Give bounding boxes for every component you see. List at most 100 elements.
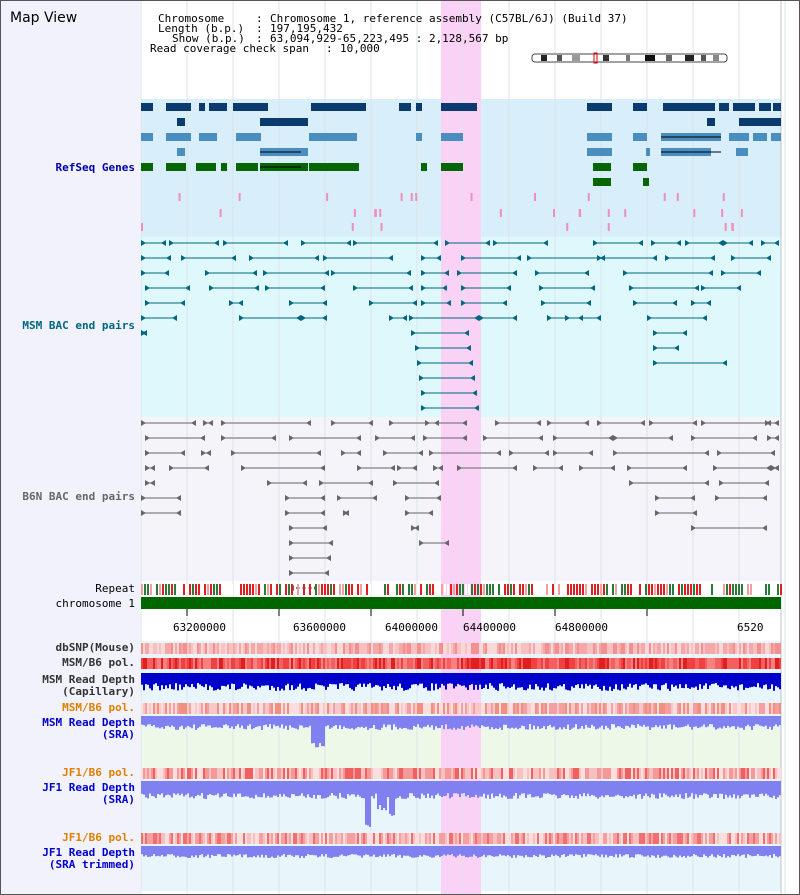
msm-depth-capillary-bar (509, 673, 511, 689)
jf1-b6-pol-trim-cell (485, 833, 487, 844)
msm-bac-end (411, 330, 416, 336)
msm-b6-pol-sra-cell (601, 703, 603, 714)
msm-depth-sra-bar (775, 716, 777, 725)
msm-depth-sra-bar (211, 716, 213, 728)
msm-depth-capillary-bar (331, 673, 333, 685)
repeat-element (156, 584, 158, 595)
dbsnp-cell (489, 643, 491, 654)
msm-bac-end (590, 285, 595, 291)
jf1-b6-pol-cell (307, 768, 309, 779)
jf1-depth-trim-bar (593, 846, 595, 856)
jf1-depth-trim-bar (179, 846, 181, 858)
msm-b6-pol-cell (331, 658, 333, 669)
msm-b6-pol-sra-cell (467, 703, 469, 714)
msm-depth-capillary-bar (247, 673, 249, 689)
jf1-depth-sra-bar (373, 781, 375, 799)
dbsnp-cell (431, 643, 433, 654)
msm-b6-pol-sra-cell (205, 703, 207, 714)
dbsnp-cell (699, 643, 701, 654)
msm-bac-end (586, 300, 591, 306)
msm-depth-capillary-bar (693, 673, 695, 688)
jf1-b6-pol-trim-cell (253, 833, 255, 844)
msm-depth-sra-bar (551, 716, 553, 728)
msm-depth-sra-bar (703, 716, 705, 725)
repeat-element (303, 584, 305, 595)
dbsnp-cell (595, 643, 597, 654)
msm-depth-sra-bar (595, 716, 597, 730)
jf1-depth-sra-bar (199, 781, 201, 796)
b6n-bac-end (423, 435, 428, 441)
msm-b6-pol-cell (187, 658, 189, 669)
jf1-depth-sra-bar (435, 781, 437, 796)
msm-depth-capillary-bar (743, 673, 745, 690)
jf1-b6-pol-trim-cell (495, 833, 497, 844)
jf1-b6-pol-trim-cell (331, 833, 333, 844)
dbsnp-cell (587, 643, 589, 654)
msm-bac-end (512, 315, 517, 321)
jf1-depth-sra-bar (269, 781, 271, 798)
jf1-depth-sra-bar (445, 781, 447, 796)
jf1-depth-trim-bar (495, 846, 497, 857)
msm-bac-end (402, 315, 407, 321)
msm-bac-end (444, 270, 449, 276)
jf1-b6-pol-cell (637, 768, 639, 779)
msm-depth-sra-bar (761, 716, 763, 727)
msm-b6-pol-cell (579, 658, 581, 669)
msm-depth-capillary-bar (325, 673, 327, 690)
msm-depth-capillary-bar (603, 673, 605, 686)
msm-depth-sra-bar (363, 716, 365, 728)
jf1-b6-pol-trim-cell (651, 833, 653, 844)
refseq-gene-exon (399, 103, 411, 111)
msm-b6-pol-sra-cell (595, 703, 597, 714)
jf1-depth-sra-bar (263, 781, 265, 794)
msm-depth-sra-bar (699, 716, 701, 728)
repeat-element (609, 584, 611, 595)
b6n-bac-end (141, 420, 146, 426)
msm-depth-sra-bar (163, 716, 165, 729)
jf1-b6-pol-trim-cell (601, 833, 603, 844)
jf1-depth-sra-bar (453, 781, 455, 794)
jf1-b6-pol-trim-cell (307, 833, 309, 844)
msm-b6-pol-cell (153, 658, 155, 669)
msm-depth-capillary-bar (147, 673, 149, 685)
b6n-bac-end (221, 435, 226, 441)
dbsnp-cell (567, 643, 569, 654)
b6n-bac-end (462, 420, 467, 426)
jf1-b6-pol-trim-cell (163, 833, 165, 844)
jf1-depth-sra-bar (683, 781, 685, 799)
msm-b6-pol-sra-cell (707, 703, 709, 714)
jf1-b6-pol-trim-cell (395, 833, 397, 844)
jf1-depth-trim-bar (715, 846, 717, 858)
jf1-b6-pol-cell (439, 768, 441, 779)
msm-b6-pol-sra-cell (635, 703, 637, 714)
dbsnp-cell (177, 643, 179, 654)
msm-b6-pol-sra-cell (559, 703, 561, 714)
msm-b6-pol-cell (647, 658, 649, 669)
repeat-element (588, 584, 590, 595)
msm-depth-sra-bar (365, 716, 367, 727)
jf1-b6-pol-trim-cell (523, 833, 525, 844)
msm-depth-sra-bar (661, 716, 663, 729)
b6n-bac-end (320, 510, 325, 516)
jf1-depth-trim-bar (663, 846, 665, 856)
msm-b6-pol-cell (729, 658, 731, 669)
dbsnp-cell (411, 643, 413, 654)
jf1-b6-pol-cell (737, 768, 739, 779)
dbsnp-cell (593, 643, 595, 654)
msm-b6-pol-cell (311, 658, 313, 669)
jf1-depth-trim-bar (347, 846, 349, 856)
jf1-b6-pol-cell (495, 768, 497, 779)
msm-b6-pol-cell (349, 658, 351, 669)
msm-bac-end (445, 240, 450, 246)
msm-b6-pol-sra-cell (365, 703, 367, 714)
jf1-b6-pol-cell (435, 768, 437, 779)
jf1-b6-pol-cell (775, 768, 777, 779)
msm-depth-sra-bar (693, 716, 695, 727)
msm-bac-end (565, 315, 570, 321)
jf1-b6-pol-cell (309, 768, 311, 779)
dbsnp-cell (153, 643, 155, 654)
msm-bac-end (527, 255, 532, 261)
b6n-bac-end (429, 450, 434, 456)
jf1-b6-pol-cell (557, 768, 559, 779)
